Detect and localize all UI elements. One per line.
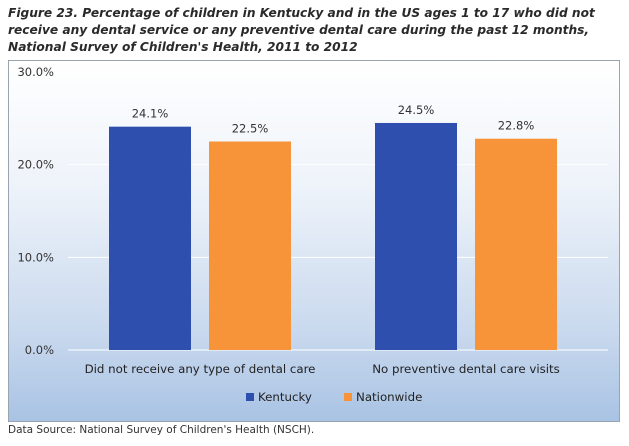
y-tick-label: 20.0%	[17, 158, 54, 172]
bar-chart: 0.0% 10.0% 20.0% 30.0% 24.1% 22.5% Did not rec…	[17, 65, 560, 404]
y-tick-label: 10.0%	[17, 250, 54, 264]
y-tick-label: 0.0%	[25, 343, 54, 357]
data-label: 24.5%	[398, 103, 435, 117]
x-category-label: No preventive dental care visits	[372, 362, 560, 376]
data-label: 22.8%	[498, 119, 535, 133]
bar-kentucky	[109, 126, 191, 350]
bar-kentucky	[375, 122, 457, 350]
data-label: 24.1%	[132, 107, 169, 121]
data-source-note: Data Source: National Survey of Children…	[8, 424, 315, 436]
legend-swatch-kentucky	[246, 393, 254, 401]
legend-swatch-nationwide	[344, 393, 352, 401]
bar-nationwide	[209, 141, 291, 350]
legend-label: Kentucky	[258, 390, 312, 404]
figure-caption: Figure 23. Percentage of children in Ken…	[8, 6, 595, 54]
legend-label: Nationwide	[356, 390, 422, 404]
x-category-label: Did not receive any type of dental care	[85, 362, 316, 376]
data-label: 22.5%	[232, 122, 269, 136]
y-tick-label: 30.0%	[17, 65, 54, 79]
bar-nationwide	[475, 138, 557, 350]
